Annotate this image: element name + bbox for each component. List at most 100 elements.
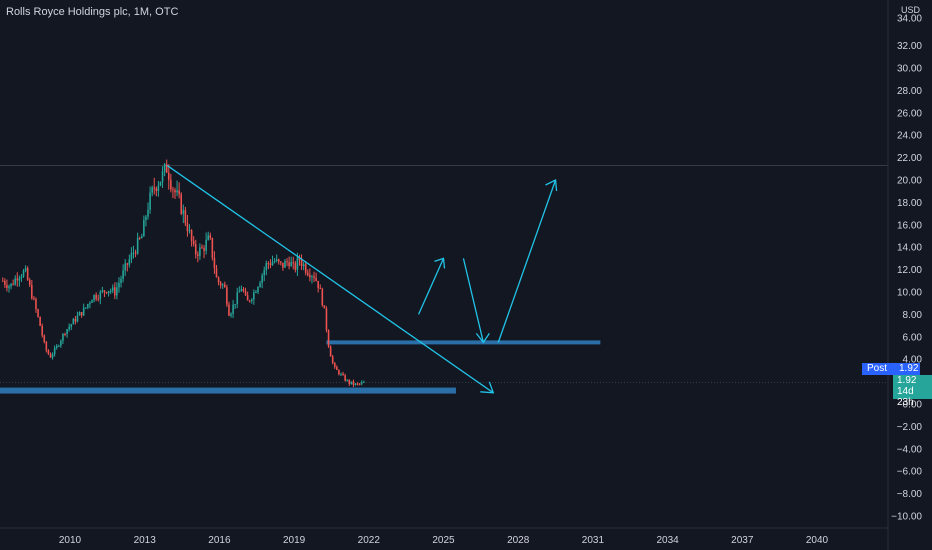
time-axis[interactable]: 2010 2013 2016 2019 2022 2025 2028 2031 2034 2037… <box>59 535 829 546</box>
candle-body <box>12 283 14 285</box>
trendline-arrow[interactable] <box>166 164 494 394</box>
post-label-text: Post <box>867 363 888 374</box>
post-market-label: Post 1.92 <box>862 363 920 375</box>
last-price-badge: 1.92 14d 23h <box>893 375 932 408</box>
candle-body <box>60 340 62 346</box>
candle-body <box>109 290 112 292</box>
candle-body <box>240 289 243 292</box>
price-tick-label: 16.00 <box>897 220 922 231</box>
candle-body <box>363 381 365 383</box>
candle-body <box>55 345 58 349</box>
candle-body <box>101 290 104 292</box>
post-label-value: 1.92 <box>899 363 919 374</box>
candle-body <box>37 309 39 317</box>
candle-body <box>70 324 73 327</box>
candle-body <box>284 261 286 268</box>
candle-body <box>344 375 346 381</box>
candle-body <box>352 381 355 385</box>
candle-body <box>194 243 197 255</box>
candle-body <box>178 190 180 195</box>
trendline-arrowhead <box>480 381 495 394</box>
candle-body <box>323 305 326 309</box>
candle-body <box>97 298 100 300</box>
candle-body <box>41 325 43 336</box>
candle-body <box>122 270 124 279</box>
price-tick-label: −10.00 <box>891 512 922 523</box>
candle-body <box>141 236 143 239</box>
candle-body <box>1 280 4 282</box>
price-axis[interactable]: 34.00 32.00 30.00 28.00 26.00 24.00 22.00 20.00… <box>891 14 922 523</box>
candle-body <box>302 264 305 266</box>
candle-body <box>271 261 274 266</box>
candle-body <box>338 370 340 375</box>
candle-body <box>217 277 220 283</box>
price-tick-label: 28.00 <box>897 86 922 97</box>
candle-body <box>161 171 164 182</box>
candle-body <box>304 264 307 273</box>
price-tick-label: 24.00 <box>897 131 922 142</box>
candle-body <box>20 276 23 279</box>
candle-body <box>165 164 168 173</box>
candle-body <box>43 335 46 343</box>
candle-body <box>147 209 149 217</box>
candle-body <box>58 345 60 347</box>
price-tick-label: 22.00 <box>897 153 922 164</box>
candle-body <box>4 280 6 285</box>
candle-body <box>24 268 27 271</box>
candle-body <box>155 188 158 191</box>
candle-body <box>136 237 139 254</box>
candle-body <box>213 257 216 269</box>
price-tick-label: 0.00 <box>903 400 923 411</box>
candle-body <box>8 286 10 288</box>
candle-body <box>91 300 93 303</box>
last-price-value: 1.92 <box>897 375 917 386</box>
candle-body <box>215 268 218 278</box>
candle-body <box>114 287 116 296</box>
projection-arrow-up-target[interactable] <box>497 179 557 343</box>
projection-arrow-up[interactable] <box>418 258 445 315</box>
candle-body <box>31 285 33 299</box>
currency-label[interactable]: USD <box>901 5 921 15</box>
candle-body <box>313 276 315 278</box>
candle-body <box>348 379 351 384</box>
candle-body <box>149 192 151 210</box>
candle-body <box>244 290 247 296</box>
arrowhead <box>475 333 490 344</box>
candle-body <box>340 373 342 375</box>
candle-body <box>170 179 172 190</box>
candle-body <box>132 252 135 254</box>
candle-body <box>298 257 301 261</box>
candle-body <box>219 282 222 286</box>
candle-body <box>296 257 299 270</box>
price-tick-label: −6.00 <box>897 467 923 478</box>
candle-body <box>273 260 276 262</box>
candle-body <box>33 298 35 300</box>
candle-body <box>153 187 156 189</box>
drawing-annotations <box>166 164 558 394</box>
candle-body <box>120 278 122 284</box>
time-tick-label: 2031 <box>582 535 605 546</box>
arrowhead <box>545 178 558 192</box>
projection-arrow-down[interactable] <box>462 258 484 343</box>
bar-countdown: 14d 23h <box>897 386 914 408</box>
candle-body <box>327 330 330 347</box>
candle-body <box>10 283 12 287</box>
candle-body <box>325 308 328 331</box>
candle-body <box>269 263 272 266</box>
grid-lines <box>0 164 888 383</box>
candle-body <box>78 312 81 316</box>
candle-body <box>51 354 54 358</box>
price-tick-label: 4.00 <box>903 355 923 366</box>
candle-body <box>238 291 241 293</box>
candle-body <box>331 356 334 363</box>
candle-body <box>66 329 68 335</box>
candle-body <box>157 185 160 191</box>
candle-body <box>151 187 153 193</box>
candle-body <box>28 279 31 286</box>
candle-body <box>116 287 118 296</box>
price-tick-label: 6.00 <box>903 332 923 343</box>
candle-body <box>16 278 19 281</box>
candle-body <box>209 235 212 238</box>
candle-body <box>226 287 228 305</box>
